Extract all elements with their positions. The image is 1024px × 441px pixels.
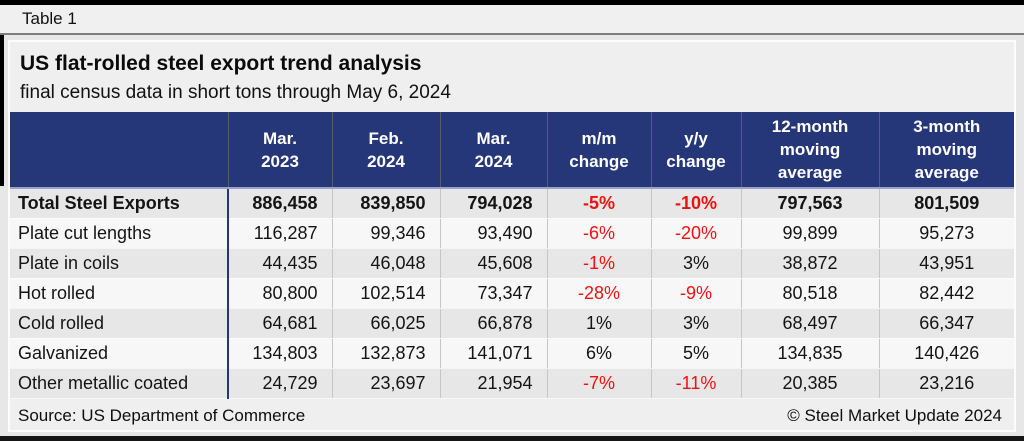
value-cell: 801,509: [878, 188, 1014, 219]
column-header-feb-2024: Feb. 2024: [331, 112, 440, 189]
row-label: Total Steel Exports: [10, 188, 228, 219]
table-row: Other metallic coated 24,729 23,697 21,954-…: [10, 368, 1014, 399]
value-cell: 66,025: [331, 308, 440, 339]
value-cell: 794,028: [439, 188, 547, 219]
value-cell: 20,385: [740, 368, 879, 399]
value-cell: 38,872: [740, 248, 879, 279]
value-cell: 66,347: [878, 308, 1014, 339]
value-cell: 44,435: [227, 248, 332, 279]
value-cell: 23,216: [878, 368, 1014, 399]
value-cell: -6%: [546, 218, 651, 249]
value-cell: -10%: [650, 188, 741, 219]
copyright-note: © Steel Market Update 2024: [787, 405, 1002, 425]
report-card: US flat-rolled steel export trend analys…: [8, 40, 1016, 432]
column-header-m-m-change: m/m change: [546, 112, 651, 189]
value-cell: 80,518: [740, 278, 879, 309]
value-cell: 116,287: [227, 218, 332, 249]
value-cell: -11%: [650, 368, 741, 399]
value-cell: 82,442: [878, 278, 1014, 309]
row-label: Galvanized: [10, 338, 228, 369]
table-row: Cold rolled 64,681 66,025 66,878 1% 3% 68,497 6…: [10, 308, 1014, 339]
value-cell: 134,803: [227, 338, 332, 369]
table-number-label: Table 1: [22, 9, 77, 28]
value-cell: 99,899: [740, 218, 879, 249]
table-row: Total Steel Exports 886,458 839,850 794,028…: [10, 188, 1014, 219]
column-header-mar-2024: Mar. 2024: [439, 112, 547, 189]
table-row: Plate cut lengths 116,287 99,346 93,490 -6% -…: [10, 218, 1014, 249]
row-label: Plate in coils: [10, 248, 228, 279]
value-cell: -7%: [546, 368, 651, 399]
caption-divider: [0, 33, 1024, 35]
value-cell: 3%: [650, 248, 741, 279]
value-cell: -5%: [546, 188, 651, 219]
value-cell: 5%: [650, 338, 741, 369]
row-label: Cold rolled: [10, 308, 228, 339]
value-cell: 132,873: [331, 338, 440, 369]
column-header-mar-2023: Mar. 2023: [227, 112, 332, 189]
value-cell: 95,273: [878, 218, 1014, 249]
table-row: Plate in coils 44,435 46,048 45,608 -1% 3% 38,…: [10, 248, 1014, 279]
steel-exports-table: Mar. 2023 Feb. 2024 Mar. 2024 m/m change y/y chan…: [10, 112, 1014, 399]
report-title: US flat-rolled steel export trend analys…: [20, 52, 422, 75]
left-frame-border: [0, 0, 4, 186]
value-cell: 43,951: [878, 248, 1014, 279]
value-cell: 886,458: [227, 188, 332, 219]
row-label: Hot rolled: [10, 278, 228, 309]
value-cell: 134,835: [740, 338, 879, 369]
value-cell: 64,681: [227, 308, 332, 339]
value-cell: 24,729: [227, 368, 332, 399]
report-subtitle: final census data in short tons through …: [20, 82, 451, 103]
value-cell: 1%: [546, 308, 651, 339]
value-cell: 140,426: [878, 338, 1014, 369]
value-cell: 141,071: [439, 338, 547, 369]
value-cell: 839,850: [331, 188, 440, 219]
column-header-y-y-change: y/y change: [650, 112, 741, 189]
value-cell: -20%: [650, 218, 741, 249]
value-cell: 45,608: [439, 248, 547, 279]
value-cell: 21,954: [439, 368, 547, 399]
column-header-3-month-moving-average: 3-month moving average: [878, 112, 1014, 189]
table-caption-bar: Table 1: [0, 5, 1024, 33]
value-cell: 68,497: [740, 308, 879, 339]
top-frame-border: [0, 0, 1024, 5]
value-cell: 46,048: [331, 248, 440, 279]
value-cell: 3%: [650, 308, 741, 339]
source-note: Source: US Department of Commerce: [18, 405, 306, 425]
value-cell: 23,697: [331, 368, 440, 399]
value-cell: -1%: [546, 248, 651, 279]
value-cell: 73,347: [439, 278, 547, 309]
table-header-row: Mar. 2023 Feb. 2024 Mar. 2024 m/m change y/y chan…: [10, 112, 1014, 189]
value-cell: 66,878: [439, 308, 547, 339]
table-row: Galvanized 134,803 132,873 141,071 6% 5% 134,8…: [10, 338, 1014, 369]
value-cell: 102,514: [331, 278, 440, 309]
card-footer: Source: US Department of Commerce © Stee…: [10, 399, 1014, 426]
column-header-product: [10, 112, 228, 189]
row-label: Other metallic coated: [10, 368, 228, 399]
value-cell: 93,490: [439, 218, 547, 249]
value-cell: -9%: [650, 278, 741, 309]
value-cell: 797,563: [740, 188, 879, 219]
value-cell: -28%: [546, 278, 651, 309]
row-label: Plate cut lengths: [10, 218, 228, 249]
value-cell: 80,800: [227, 278, 332, 309]
column-header-12-month-moving-average: 12-month moving average: [740, 112, 879, 189]
bottom-frame-border: [0, 436, 1024, 441]
value-cell: 6%: [546, 338, 651, 369]
table-row: Hot rolled 80,800 102,514 73,347 -28% -9% 80,5…: [10, 278, 1014, 309]
value-cell: 99,346: [331, 218, 440, 249]
